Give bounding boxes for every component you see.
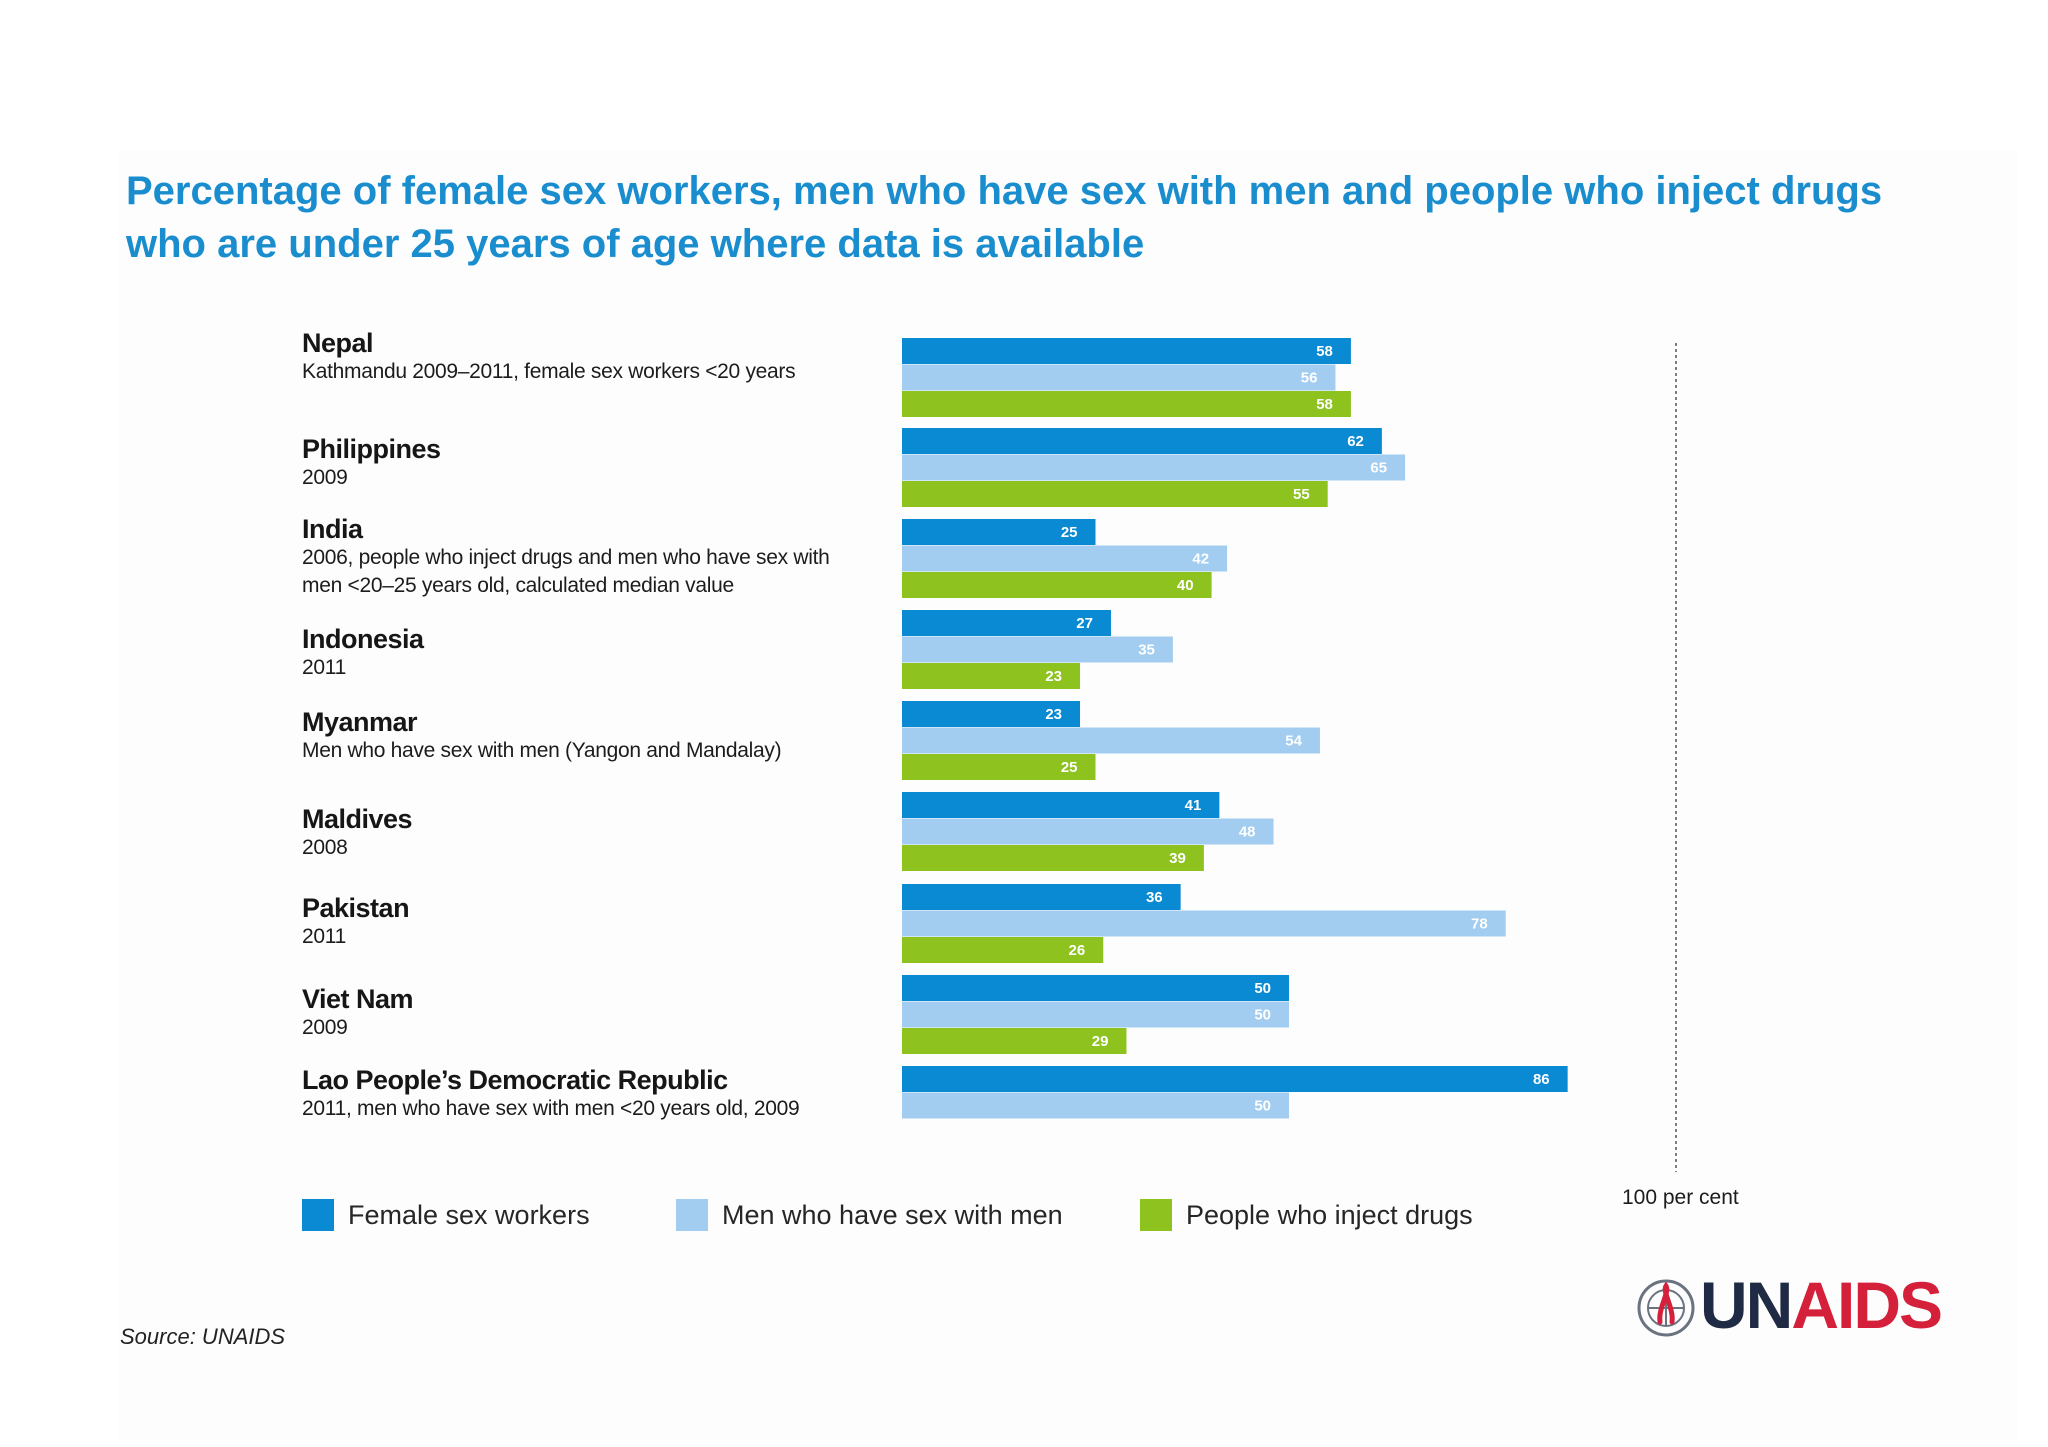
bar-value-label-6-0: 36 — [1146, 889, 1163, 906]
bar-1-0 — [902, 428, 1382, 454]
bar-0-2 — [902, 391, 1351, 417]
bar-6-2 — [902, 937, 1104, 963]
bar-6-1 — [902, 910, 1506, 937]
country-note: 2006, people who inject drugs and men wh… — [302, 546, 830, 597]
legend-swatch-msm — [676, 1199, 708, 1231]
bar-value-label-4-0: 23 — [1045, 706, 1062, 723]
bar-value-label-5-0: 41 — [1185, 797, 1202, 814]
country-name: India — [302, 514, 363, 544]
bar-value-label-6-2: 26 — [1069, 942, 1086, 959]
bar-5-2 — [902, 845, 1204, 871]
legend-swatch-pwid — [1140, 1199, 1172, 1231]
unaids-logo: UNAIDS — [1636, 1268, 1943, 1342]
bar-6-0 — [902, 884, 1181, 910]
bar-1-2 — [902, 481, 1328, 507]
bar-3-2 — [902, 663, 1081, 689]
bar-7-1 — [902, 1001, 1289, 1028]
category-label-2: India 2006, people who inject drugs and m… — [302, 514, 862, 600]
bar-value-label-0-0: 58 — [1316, 343, 1333, 360]
category-label-5: Maldives 2008 — [302, 804, 862, 862]
logo-un: UN — [1700, 1268, 1793, 1342]
bar-value-label-5-2: 39 — [1169, 850, 1186, 867]
category-label-8: Lao People’s Democratic Republic 2011, me… — [302, 1065, 862, 1123]
bar-value-label-3-2: 23 — [1045, 668, 1062, 685]
un-emblem-icon — [1637, 1279, 1695, 1337]
bar-value-label-2-2: 40 — [1177, 577, 1194, 594]
bar-value-label-3-1: 35 — [1138, 641, 1155, 658]
country-name: Myanmar — [302, 707, 418, 737]
bar-2-0 — [902, 519, 1096, 545]
bar-8-0 — [902, 1066, 1568, 1092]
country-name: Maldives — [302, 804, 413, 834]
bar-value-label-4-1: 54 — [1285, 732, 1302, 749]
category-label-0: Nepal Kathmandu 2009–2011, female sex wor… — [302, 328, 862, 386]
bar-value-label-7-2: 29 — [1092, 1033, 1109, 1050]
category-label-1: Philippines 2009 — [302, 434, 862, 492]
category-label-6: Pakistan 2011 — [302, 893, 862, 951]
country-note: Men who have sex with men (Yangon and Ma… — [302, 739, 782, 762]
country-note: 2011 — [302, 656, 346, 679]
bar-value-label-6-1: 78 — [1471, 915, 1488, 932]
bar-2-1 — [902, 545, 1228, 572]
legend-swatch-fsw — [302, 1199, 334, 1231]
reference-line-label: 100 per cent — [1622, 1186, 1739, 1209]
legend-label-msm: Men who have sex with men — [722, 1200, 1063, 1230]
country-note: 2011, men who have sex with men <20 year… — [302, 1097, 800, 1120]
bar-4-2 — [902, 754, 1096, 780]
country-note: 2009 — [302, 466, 348, 489]
country-note: 2011 — [302, 925, 346, 948]
bar-value-label-8-0: 86 — [1533, 1071, 1550, 1088]
legend-label-fsw: Female sex workers — [348, 1200, 590, 1230]
bar-value-label-7-1: 50 — [1254, 1006, 1271, 1023]
category-label-3: Indonesia 2011 — [302, 624, 862, 682]
bar-value-label-8-1: 50 — [1254, 1097, 1271, 1114]
bar-value-label-1-1: 65 — [1370, 459, 1387, 476]
source-note: Source: UNAIDS — [120, 1324, 286, 1349]
legend-label-pwid: People who inject drugs — [1186, 1200, 1473, 1230]
bar-3-1 — [902, 636, 1173, 663]
bar-7-0 — [902, 975, 1289, 1001]
bar-value-label-0-2: 58 — [1316, 396, 1333, 413]
country-name: Philippines — [302, 434, 441, 464]
country-name: Lao People’s Democratic Republic — [302, 1065, 728, 1095]
category-label-7: Viet Nam 2009 — [302, 984, 862, 1042]
country-name: Nepal — [302, 328, 374, 358]
bar-3-0 — [902, 610, 1111, 636]
chart-title: Percentage of female sex workers, men wh… — [126, 169, 1883, 266]
bar-value-label-5-1: 48 — [1239, 823, 1256, 840]
bar-value-label-3-0: 27 — [1076, 615, 1093, 632]
country-name: Viet Nam — [302, 984, 414, 1014]
bar-value-label-7-0: 50 — [1254, 980, 1271, 997]
bar-value-label-1-0: 62 — [1347, 433, 1364, 450]
bar-8-1 — [902, 1092, 1289, 1119]
bar-4-1 — [902, 727, 1320, 754]
country-name: Pakistan — [302, 893, 410, 923]
bar-value-label-4-2: 25 — [1061, 759, 1078, 776]
bar-value-label-1-2: 55 — [1293, 486, 1310, 503]
bar-5-0 — [902, 792, 1220, 818]
country-note: 2009 — [302, 1016, 348, 1039]
country-name: Indonesia — [302, 624, 424, 654]
bar-value-label-2-0: 25 — [1061, 524, 1078, 541]
bar-5-1 — [902, 818, 1274, 845]
country-note: 2008 — [302, 836, 348, 859]
bar-7-2 — [902, 1028, 1127, 1054]
bar-0-0 — [902, 338, 1351, 364]
logo-aids: AIDS — [1791, 1268, 1943, 1342]
bar-0-1 — [902, 364, 1336, 391]
logo-wordmark: UNAIDS — [1700, 1268, 1943, 1342]
bar-value-label-0-1: 56 — [1301, 369, 1318, 386]
bar-1-1 — [902, 454, 1406, 481]
category-label-4: Myanmar Men who have sex with men (Yangon… — [302, 707, 862, 765]
bar-value-label-2-1: 42 — [1192, 550, 1209, 567]
country-note: Kathmandu 2009–2011, female sex workers … — [302, 360, 796, 383]
bar-2-2 — [902, 572, 1212, 598]
bar-4-0 — [902, 701, 1081, 727]
